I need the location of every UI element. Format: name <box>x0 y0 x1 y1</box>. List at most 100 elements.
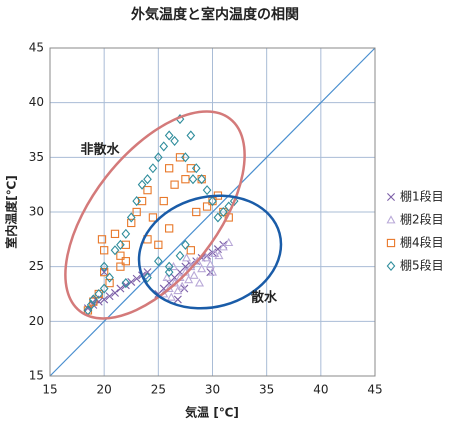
point <box>218 242 228 251</box>
point <box>110 245 120 256</box>
point <box>121 228 131 239</box>
point <box>186 246 195 255</box>
point <box>202 185 212 196</box>
point <box>192 207 201 217</box>
point <box>191 163 201 174</box>
point <box>177 281 187 290</box>
point <box>162 272 172 282</box>
x-tick-label: 15 <box>42 383 57 397</box>
legend-marker <box>386 238 396 248</box>
point <box>197 174 206 185</box>
point <box>132 196 141 207</box>
point <box>181 152 190 163</box>
point <box>137 196 147 206</box>
point <box>166 292 176 301</box>
point <box>105 272 114 283</box>
point <box>173 285 183 295</box>
y-tick-label: 25 <box>29 259 44 273</box>
point <box>180 284 189 293</box>
point <box>168 261 179 271</box>
point <box>181 175 190 184</box>
x-tick-label: 45 <box>367 383 382 397</box>
point <box>99 283 109 294</box>
x-axis-label: 気温 [℃] <box>185 405 239 420</box>
x-tick-label: 25 <box>151 383 166 397</box>
point <box>194 278 205 287</box>
point <box>121 240 130 249</box>
point <box>181 253 192 262</box>
point <box>110 229 120 239</box>
y-tick-label: 20 <box>29 314 44 328</box>
point <box>116 239 125 250</box>
x-tick-label: 35 <box>259 383 274 397</box>
x-tick-label: 30 <box>205 383 220 397</box>
point <box>132 274 141 283</box>
point <box>188 174 198 185</box>
ellipse-no-spray <box>64 110 246 320</box>
legend-marker <box>386 215 396 224</box>
point <box>208 196 217 207</box>
plot-frame <box>49 47 376 377</box>
point <box>159 196 168 206</box>
point <box>170 135 179 146</box>
point <box>121 257 130 266</box>
point <box>148 213 158 222</box>
annotation: 散水 <box>251 290 278 306</box>
point <box>105 278 114 288</box>
legend-label: 棚1段目 <box>400 189 444 204</box>
point <box>100 268 109 277</box>
reference-line <box>49 47 376 377</box>
point <box>173 295 182 304</box>
y-tick-label: 45 <box>29 41 44 55</box>
point <box>197 264 207 273</box>
chart-title: 外気温度と室内温度の相関 <box>131 6 299 23</box>
y-tick-label: 35 <box>29 150 44 164</box>
point <box>83 304 92 313</box>
point <box>201 253 211 262</box>
ellipse-spray <box>137 194 283 310</box>
point <box>170 180 179 189</box>
points <box>83 114 239 316</box>
point <box>127 218 136 228</box>
point <box>100 267 109 277</box>
point <box>126 212 136 223</box>
point <box>121 278 131 289</box>
point <box>189 270 199 279</box>
point <box>159 141 169 152</box>
point <box>99 261 109 272</box>
legend-marker <box>386 260 396 272</box>
point <box>186 130 196 141</box>
point <box>165 224 174 233</box>
point <box>164 267 174 278</box>
point <box>213 212 223 223</box>
x-tick-label: 40 <box>313 383 328 397</box>
y-axis-label: 室内温度[℃] <box>4 175 19 249</box>
x-tick-label: 20 <box>97 383 112 397</box>
y-tick-label: 15 <box>29 369 44 383</box>
point <box>184 275 194 284</box>
point <box>143 174 152 185</box>
y-tick-label: 40 <box>29 95 44 109</box>
point <box>116 284 125 293</box>
y-tick-label: 30 <box>29 205 44 219</box>
point <box>165 164 174 173</box>
point <box>105 292 114 301</box>
point <box>154 240 163 249</box>
legend-label: 棚4段目 <box>400 235 444 250</box>
point <box>132 207 141 217</box>
annotation: 非散水 <box>80 142 120 158</box>
point <box>143 185 152 195</box>
point <box>214 251 224 260</box>
point <box>207 267 218 276</box>
point <box>164 130 174 141</box>
point <box>224 237 234 247</box>
point <box>181 239 190 250</box>
point <box>202 202 212 211</box>
point <box>197 175 206 184</box>
point <box>143 272 152 283</box>
point <box>205 259 215 268</box>
point <box>116 251 125 260</box>
point <box>175 250 185 261</box>
point <box>121 281 130 290</box>
